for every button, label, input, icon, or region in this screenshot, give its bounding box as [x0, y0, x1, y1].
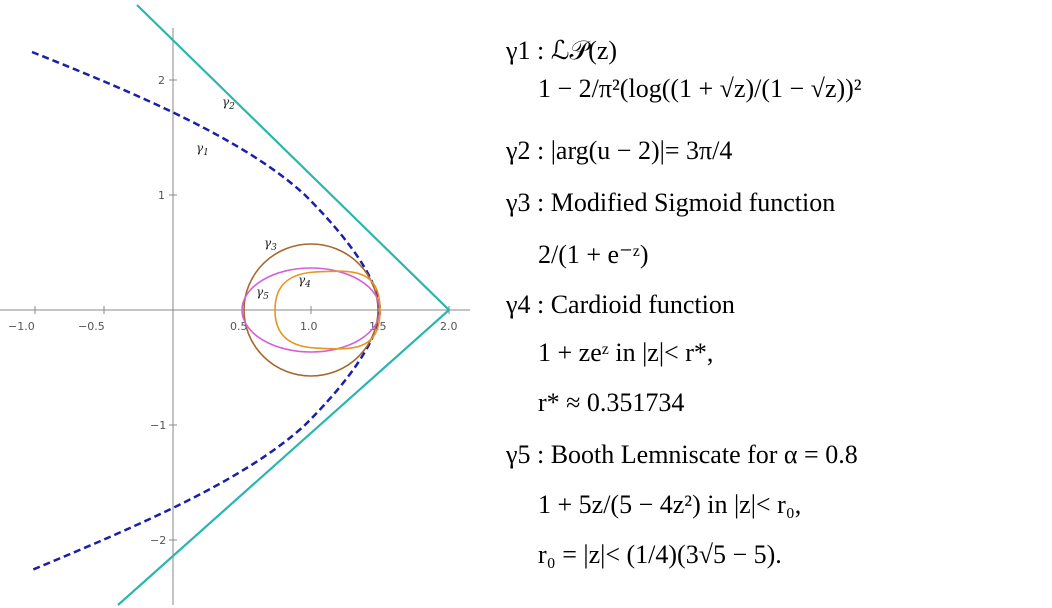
x-tick-label: 2.0 — [440, 320, 458, 333]
gamma1-label: γ1 — [196, 141, 209, 158]
gamma3-label: γ3 — [264, 236, 277, 253]
y-tick-label: −2 — [150, 534, 166, 547]
x-tick-label: 0.5 — [230, 320, 248, 333]
y-tick-label: 1 — [158, 189, 165, 202]
x-tick-label: −0.5 — [78, 320, 105, 333]
legend-gamma2-name: γ2 : |arg(u − 2)|= 3π/4 — [506, 136, 733, 165]
x-tick-label: 1.0 — [300, 320, 318, 333]
y-ticks — [169, 79, 177, 541]
legend-gamma5-name: γ5 : Booth Lemniscate for α = 0.8 — [506, 440, 858, 469]
legend-gamma1-name: γ1 : ℒ𝒫(z) — [506, 36, 618, 65]
legend-gamma4-formula: 1 + zeᶻ in |z|< r*, — [538, 338, 714, 367]
legend-gamma5-radius: r₀ = |z|< (1/4)(3√5 − 5). — [538, 540, 782, 569]
legend-gamma4-name: γ4 : Cardioid function — [506, 290, 735, 319]
gamma3-curve — [243, 243, 379, 377]
legend-gamma5-formula: 1 + 5z/(5 − 4z²) in |z|< r₀, — [538, 490, 802, 519]
gamma4-curve — [274, 270, 381, 350]
y-tick-label: 2 — [158, 74, 165, 87]
legend-gamma3-formula: 2/(1 + e⁻ᶻ) — [538, 240, 649, 269]
gamma5-label: γ5 — [256, 285, 269, 302]
legend-gamma3-name: γ3 : Modified Sigmoid function — [506, 188, 836, 217]
y-tick-label: −1 — [150, 419, 166, 432]
gamma1-dashed-curve — [31, 50, 382, 572]
legend-gamma1-formula: 1 − 2/π²(log((1 + √z)/(1 − √z))² — [538, 74, 862, 103]
x-tick-label: −1.0 — [8, 320, 35, 333]
complex-plane-plot: −1.0 −0.5 0.5 1.0 1.5 2.0 2 1 −1 −2 γ2 γ… — [0, 4, 470, 606]
curve-legend: γ1 : ℒ𝒫(z) 1 − 2/π²(log((1 + √z)/(1 − √z… — [498, 14, 1052, 608]
gamma2-wedge-curve — [117, 4, 451, 606]
gamma4-label: γ4 — [298, 273, 311, 290]
legend-gamma4-radius: r* ≈ 0.351734 — [538, 388, 685, 417]
